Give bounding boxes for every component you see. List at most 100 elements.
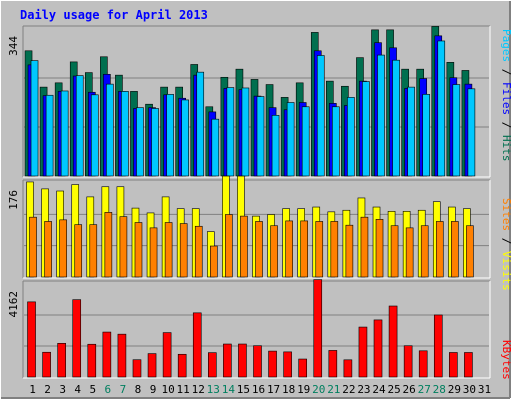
day-label-29: 29 bbox=[448, 383, 461, 396]
bar-kbytes-day-1 bbox=[27, 301, 36, 378]
day-label-3: 3 bbox=[59, 383, 66, 396]
legend-separator: / bbox=[500, 62, 512, 82]
bar-kbytes-day-14 bbox=[223, 343, 232, 378]
bar-sites-day-6 bbox=[104, 212, 113, 278]
bar-sites-day-22 bbox=[345, 224, 354, 278]
bar-pages-day-11 bbox=[181, 99, 189, 177]
bar-pages-day-2 bbox=[45, 94, 54, 177]
bar-sites-day-1 bbox=[29, 216, 37, 278]
bar-kbytes-day-10 bbox=[162, 332, 172, 378]
chart-panels: 344 Pages / Files / Hits 176 Sites / Visits… bbox=[7, 25, 512, 380]
bar-kbytes-day-30 bbox=[464, 352, 473, 378]
bar-kbytes-day-2 bbox=[42, 351, 51, 378]
bar-pages-day-10 bbox=[166, 94, 174, 177]
bar-pages-day-15 bbox=[241, 87, 250, 177]
bar-sites-day-27 bbox=[420, 225, 429, 278]
bar-sites-day-11 bbox=[179, 223, 188, 278]
legend-kbytes: KBytes bbox=[500, 340, 512, 380]
legend-sites: Sites bbox=[500, 198, 512, 231]
bar-kbytes-day-3 bbox=[57, 343, 66, 378]
bar-pages-day-8 bbox=[136, 107, 144, 177]
legend-hits: Hits bbox=[500, 135, 512, 162]
bar-kbytes-day-7 bbox=[117, 333, 127, 378]
bar-pages-day-27 bbox=[422, 94, 431, 177]
bar-kbytes-day-13 bbox=[208, 352, 217, 378]
day-label-23: 23 bbox=[357, 383, 370, 396]
bar-kbytes-day-23 bbox=[358, 326, 368, 378]
legend-files: Files bbox=[500, 82, 512, 115]
bar-sites-day-15 bbox=[240, 215, 248, 278]
day-label-12: 12 bbox=[192, 383, 205, 396]
day-label-14: 14 bbox=[222, 383, 236, 396]
bar-kbytes-day-25 bbox=[388, 305, 398, 378]
day-label-17: 17 bbox=[267, 383, 280, 396]
bar-pages-day-21 bbox=[332, 106, 340, 177]
bar-kbytes-day-8 bbox=[132, 359, 142, 378]
bar-pages-day-23 bbox=[362, 81, 370, 177]
y-max-label-traffic: 344 bbox=[7, 36, 20, 56]
bar-kbytes-day-18 bbox=[283, 351, 292, 378]
chart-title: Daily usage for April 2013 bbox=[20, 8, 208, 22]
bar-sites-day-13 bbox=[210, 245, 218, 278]
bar-sites-day-25 bbox=[390, 225, 399, 278]
bar-pages-day-9 bbox=[151, 108, 159, 177]
bar-sites-day-8 bbox=[134, 222, 143, 278]
bar-sites-day-16 bbox=[255, 221, 263, 278]
day-label-16: 16 bbox=[252, 383, 265, 396]
day-label-8: 8 bbox=[135, 383, 142, 396]
bar-sites-day-29 bbox=[451, 221, 459, 278]
bar-kbytes-day-6 bbox=[102, 331, 112, 378]
legend-visits: Visits bbox=[500, 251, 512, 291]
bar-sites-day-3 bbox=[59, 219, 67, 278]
day-label-4: 4 bbox=[74, 383, 81, 396]
day-label-27: 27 bbox=[418, 383, 431, 396]
bar-pages-day-13 bbox=[211, 118, 220, 177]
day-label-6: 6 bbox=[105, 383, 112, 396]
y-max-label-visitors: 176 bbox=[7, 190, 20, 210]
day-label-7: 7 bbox=[120, 383, 127, 396]
bar-pages-day-28 bbox=[437, 40, 446, 177]
panel-traffic: 344 Pages / Files / Hits bbox=[7, 25, 512, 178]
bar-pages-day-29 bbox=[452, 84, 461, 177]
day-label-19: 19 bbox=[297, 383, 310, 396]
bar-pages-day-26 bbox=[407, 86, 415, 177]
bar-kbytes-day-12 bbox=[192, 312, 202, 378]
bar-kbytes-day-11 bbox=[177, 353, 187, 378]
bar-kbytes-day-16 bbox=[253, 345, 262, 378]
y-max-label-volume: 4162 bbox=[7, 291, 20, 318]
bar-sites-day-7 bbox=[119, 216, 128, 278]
bar-pages-day-17 bbox=[271, 115, 280, 177]
day-label-10: 10 bbox=[161, 383, 174, 396]
bar-sites-day-4 bbox=[74, 224, 83, 278]
bar-kbytes-day-27 bbox=[418, 350, 428, 378]
bar-sites-day-30 bbox=[466, 225, 474, 278]
bar-kbytes-day-26 bbox=[403, 345, 413, 378]
bar-kbytes-day-9 bbox=[147, 353, 157, 378]
bar-sites-day-28 bbox=[435, 221, 444, 278]
legend-separator: / bbox=[500, 231, 512, 251]
bar-kbytes-day-28 bbox=[433, 314, 443, 378]
bar-pages-day-30 bbox=[467, 88, 476, 177]
bar-pages-day-16 bbox=[256, 96, 265, 177]
day-label-11: 11 bbox=[177, 383, 190, 396]
day-label-2: 2 bbox=[44, 383, 51, 396]
day-label-31: 31 bbox=[478, 383, 491, 396]
bar-sites-day-26 bbox=[405, 227, 414, 278]
bar-kbytes-day-21 bbox=[328, 350, 338, 378]
bar-pages-day-14 bbox=[226, 87, 235, 177]
day-label-28: 28 bbox=[433, 383, 446, 396]
legend-separator: / bbox=[500, 115, 512, 135]
bar-pages-day-20 bbox=[316, 55, 325, 177]
day-label-9: 9 bbox=[150, 383, 157, 396]
bar-sites-day-24 bbox=[375, 219, 384, 278]
bar-kbytes-day-19 bbox=[298, 358, 307, 378]
legend-volume: KBytes bbox=[500, 340, 512, 380]
bar-sites-day-2 bbox=[44, 221, 52, 278]
bar-pages-day-7 bbox=[121, 91, 129, 177]
bar-sites-day-5 bbox=[89, 224, 98, 278]
day-label-30: 30 bbox=[463, 383, 476, 396]
bar-pages-day-5 bbox=[90, 94, 99, 177]
day-label-15: 15 bbox=[237, 383, 250, 396]
